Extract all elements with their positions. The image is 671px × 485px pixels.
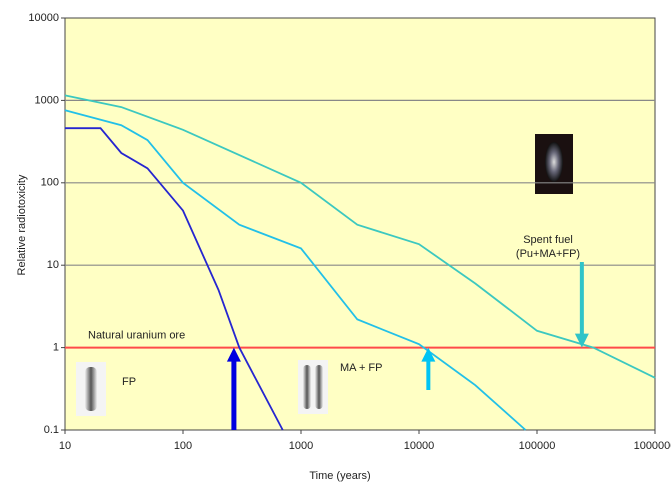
series-line <box>65 127 284 431</box>
x-tick-label: 1000 <box>289 440 313 452</box>
series-label: Spent fuel <box>523 234 573 246</box>
series-label: FP <box>122 376 136 388</box>
y-tick-label: 10000 <box>28 12 59 24</box>
y-tick-label: 10 <box>47 259 59 271</box>
x-tick-label: 10000 <box>404 440 435 452</box>
reference-label: Natural uranium ore <box>88 330 185 342</box>
x-tick-label: 100000 <box>519 440 556 452</box>
y-tick-label: 100 <box>41 177 59 189</box>
series-note: (Pu+MA+FP) <box>516 248 580 260</box>
y-tick-label: 1 <box>53 342 59 354</box>
fuel-icon <box>535 134 573 194</box>
fuel-icon <box>298 360 328 414</box>
plot-area <box>64 17 656 431</box>
arrow-head <box>421 347 436 362</box>
y-tick-label: 0.1 <box>44 424 59 436</box>
series-label: MA + FP <box>340 362 383 374</box>
y-tick-label: 1000 <box>35 94 59 106</box>
x-axis-label: Time (years) <box>309 470 370 482</box>
x-tick-label: 10 <box>59 440 71 452</box>
series-line <box>64 109 527 431</box>
arrow-head <box>574 333 589 348</box>
fuel-icon <box>76 362 106 416</box>
x-tick-label: 1000000 <box>634 440 671 452</box>
arrow-head <box>226 347 241 362</box>
x-tick-label: 100 <box>174 440 192 452</box>
series-line <box>64 94 656 379</box>
y-axis-label: Relative radiotoxicity <box>16 174 28 275</box>
